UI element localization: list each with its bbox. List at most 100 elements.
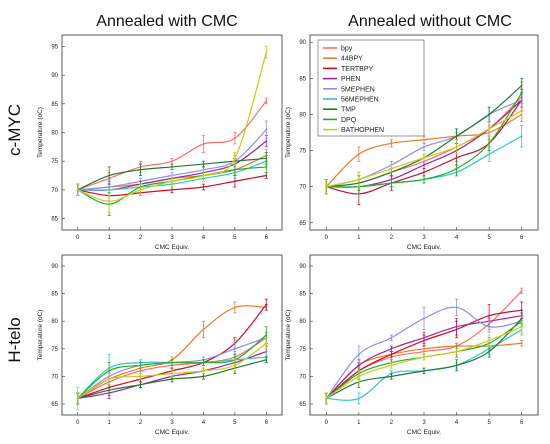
data-point	[520, 109, 523, 112]
x-tick-label: 5	[233, 420, 237, 426]
y-axis-label: Temperature (oC)	[37, 310, 44, 361]
y-axis-label: Temperature (oC)	[285, 310, 292, 361]
y-tick-label: 90	[299, 40, 306, 46]
x-tick-label: 1	[107, 420, 111, 426]
data-point	[76, 397, 79, 400]
legend-label: 44BPY	[341, 56, 363, 63]
data-point	[520, 289, 523, 292]
data-point	[202, 143, 205, 145]
data-point	[171, 180, 173, 183]
data-point	[171, 378, 173, 381]
data-point	[233, 347, 236, 350]
data-point	[423, 356, 425, 358]
data-point	[265, 334, 268, 336]
data-point	[139, 168, 142, 171]
plot-frame	[61, 254, 283, 416]
data-point	[265, 342, 268, 345]
series-line-tertbpy	[77, 304, 267, 400]
plot-frame	[61, 34, 283, 231]
data-point	[423, 178, 425, 181]
data-point	[202, 375, 205, 378]
column-title-with-cmc: Annealed with CMC	[96, 13, 237, 30]
data-point	[455, 325, 458, 328]
x-axis-label: CMC Equiv.	[155, 244, 189, 251]
panel-c-myc-without-cmc: 0 1 2 3 4 5 6 65 70 75 80 85 90 CMC Equiv. Temperature…	[285, 34, 539, 251]
series-bathophen	[324, 103, 524, 195]
data-point	[265, 166, 268, 168]
x-axis-label: CMC Equiv.	[155, 429, 189, 436]
data-point	[455, 167, 458, 170]
x-tick-label: 4	[455, 420, 459, 426]
legend-label: DPQ	[341, 117, 357, 124]
x-tick-label: 2	[139, 420, 143, 426]
data-point	[325, 185, 328, 188]
legend-label: TMP	[341, 107, 356, 114]
legend: bpy 44BPY TERTBPY PHEN 5MEPHEN 56MEPHEN TMP DPQ…	[317, 39, 425, 137]
y-tick-label: 65	[51, 217, 58, 223]
y-tick-label: 70	[299, 185, 306, 191]
x-tick-label: 3	[170, 235, 174, 241]
row-title-c-myc: c-MYC	[5, 104, 24, 156]
data-point	[520, 325, 523, 328]
x-tick-label: 6	[265, 420, 269, 426]
y-tick-label: 85	[51, 102, 58, 108]
y-tick-label: 65	[299, 221, 306, 227]
panel-h-telo-without-cmc: 0 1 2 3 4 5 6 65 70 75 80 85 90 CMC Equiv. Temperature…	[285, 254, 539, 436]
y-tick-label: 80	[299, 112, 306, 118]
y-tick-label: 90	[299, 264, 306, 270]
y-tick-label: 75	[299, 347, 306, 353]
data-point	[233, 306, 236, 309]
data-point	[265, 174, 268, 177]
data-point	[139, 188, 142, 191]
data-point	[76, 188, 79, 191]
data-point	[520, 135, 523, 138]
data-point	[108, 369, 111, 372]
data-point	[390, 167, 393, 170]
y-tick-label: 85	[299, 76, 306, 82]
data-point	[202, 361, 205, 364]
y-tick-label: 90	[51, 73, 58, 79]
data-point	[202, 369, 205, 372]
data-point	[390, 364, 393, 367]
data-point	[233, 180, 236, 183]
series-bathophen	[324, 320, 524, 405]
data-point	[488, 325, 491, 328]
data-point	[423, 317, 425, 320]
data-point	[390, 375, 393, 378]
y-tick-label: 65	[51, 402, 58, 408]
y-tick-label: 65	[299, 402, 306, 408]
data-point	[265, 358, 268, 361]
y-tick-label: 85	[51, 292, 58, 298]
x-tick-label: 2	[390, 420, 394, 426]
x-tick-label: 0	[325, 235, 329, 241]
y-axis-label: Temperature (oC)	[37, 107, 44, 158]
row-title-h-telo: H-telo	[5, 317, 24, 362]
x-tick-label: 6	[520, 420, 524, 426]
data-point	[233, 168, 236, 171]
data-point	[488, 113, 491, 116]
y-tick-label: 70	[299, 374, 306, 380]
x-tick-label: 1	[357, 420, 361, 426]
data-point	[171, 160, 173, 163]
data-point	[357, 353, 360, 356]
data-point	[423, 171, 425, 174]
data-point	[202, 163, 205, 165]
legend-label: bpy	[341, 46, 353, 53]
data-point	[233, 157, 236, 160]
y-tick-label: 75	[51, 159, 58, 165]
data-point	[488, 127, 491, 130]
data-point	[455, 350, 458, 353]
data-point	[455, 364, 458, 367]
legend-label: 5MEPHEN	[341, 86, 375, 93]
data-point	[233, 137, 236, 140]
data-point	[139, 375, 142, 378]
data-point	[265, 128, 268, 131]
x-tick-label: 6	[520, 235, 524, 241]
data-point	[265, 51, 268, 54]
series-line-44bpy	[77, 305, 267, 399]
data-point	[265, 100, 268, 102]
data-point	[390, 182, 393, 184]
data-point	[423, 336, 425, 339]
data-point	[233, 364, 236, 367]
data-point	[390, 336, 393, 339]
